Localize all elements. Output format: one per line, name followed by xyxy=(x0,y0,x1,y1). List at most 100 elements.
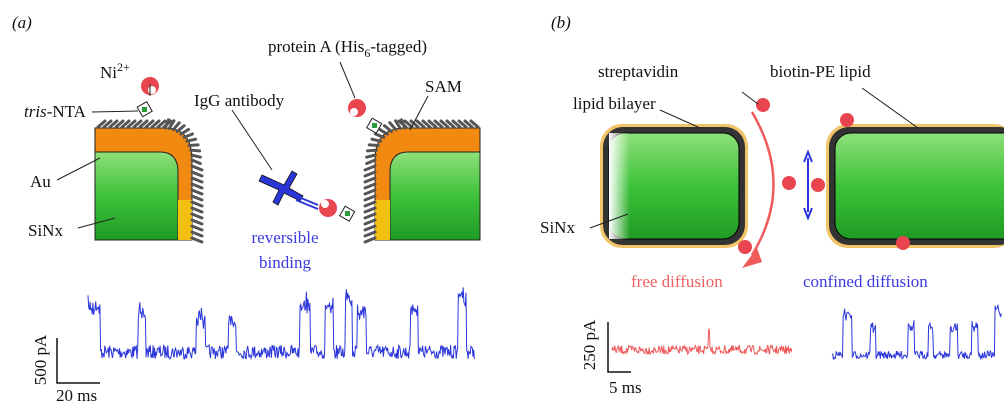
sam-hair xyxy=(365,153,377,159)
sam-hair xyxy=(190,212,204,220)
scale-x-label: 5 ms xyxy=(609,378,642,397)
sam-hair xyxy=(190,230,204,238)
sam-hair xyxy=(451,119,462,129)
sam-hair xyxy=(182,132,194,139)
sam-hair xyxy=(463,119,474,129)
sam-hair xyxy=(156,119,167,129)
trace-line xyxy=(831,304,1002,361)
sam-hair xyxy=(363,176,377,184)
sam-hair xyxy=(373,132,386,139)
sam-hair xyxy=(409,119,420,129)
sam-hair xyxy=(363,230,377,238)
sam-hair xyxy=(132,119,143,129)
protein-icons xyxy=(136,77,383,222)
sam-hair xyxy=(363,200,377,208)
binding-label: binding xyxy=(259,253,311,272)
scale-x-label: 20 ms xyxy=(56,386,97,405)
sam-hair xyxy=(366,148,378,153)
leader xyxy=(861,87,919,129)
sam-label: SAM xyxy=(425,77,462,96)
sam-hair xyxy=(365,158,377,166)
scale-y-label: 500 pA xyxy=(31,334,50,385)
sam-hair xyxy=(120,119,131,129)
sam-hair xyxy=(378,127,389,136)
sam-hair xyxy=(363,164,377,172)
reversible-label: reversible xyxy=(251,228,318,247)
leader xyxy=(409,95,429,131)
free-label: free diffusion xyxy=(631,272,723,291)
sam-hair xyxy=(433,119,444,129)
sam-hair xyxy=(126,119,137,129)
sam-hair xyxy=(190,236,204,244)
sam-hair xyxy=(363,212,377,220)
sam-hair xyxy=(114,119,125,129)
sam-hair xyxy=(445,119,456,129)
sam-hair xyxy=(190,158,202,166)
sam-hair xyxy=(190,170,204,178)
sam-hair xyxy=(144,119,155,129)
panel-label: (b) xyxy=(551,13,571,32)
current-trace xyxy=(611,328,793,356)
sam-hair xyxy=(185,137,198,143)
leader xyxy=(91,110,139,113)
scale-bar xyxy=(607,322,631,373)
sam-hair xyxy=(190,206,204,214)
sam-hair xyxy=(388,121,398,132)
sam-hair xyxy=(363,194,377,202)
his-sub: 6 xyxy=(364,46,370,60)
tris: tris xyxy=(24,102,47,121)
sam-hair xyxy=(163,118,171,130)
ni-sup: 2+ xyxy=(117,60,130,74)
sam-hair xyxy=(403,119,414,129)
trace-line xyxy=(611,328,793,356)
protein-a-label: protein A (His6-tagged) xyxy=(268,37,427,60)
sam-hair xyxy=(363,182,377,190)
sam-hair xyxy=(399,118,407,130)
sam-hair xyxy=(190,194,204,202)
panel-label: (a) xyxy=(12,13,32,32)
leader xyxy=(339,61,356,99)
sam-hair xyxy=(382,124,393,133)
current-trace xyxy=(87,287,475,361)
sam-hair xyxy=(394,119,402,130)
sam-hair xyxy=(179,127,191,136)
protein-a-end: -tagged) xyxy=(370,37,427,56)
sam-hair xyxy=(190,153,202,159)
sam-hair xyxy=(457,119,468,129)
sam-hair xyxy=(363,236,377,244)
sam-hair xyxy=(190,200,204,208)
arrow-head xyxy=(742,248,762,268)
trace-line xyxy=(87,287,475,361)
streptavidin-label: streptavidin xyxy=(598,62,679,81)
scale-y-label: 250 pA xyxy=(580,319,599,370)
sam-hair xyxy=(189,148,202,153)
sam-hair xyxy=(187,143,200,147)
leader xyxy=(56,157,101,181)
sam-hair xyxy=(138,119,149,129)
sam-hair xyxy=(363,206,377,214)
sam-hair xyxy=(190,182,204,190)
sam-hair xyxy=(190,218,204,226)
nta: -NTA xyxy=(47,102,87,121)
scale-bar xyxy=(56,338,100,384)
protein-a: protein A (His xyxy=(268,37,364,56)
confined-label: confined diffusion xyxy=(803,272,928,291)
igg-label: IgG antibody xyxy=(194,91,285,110)
sam-hair xyxy=(108,119,119,129)
sinx-label: SiNx xyxy=(540,218,575,237)
leader xyxy=(589,213,629,229)
pore-left xyxy=(60,118,204,245)
ni-label: Ni2+ xyxy=(100,60,130,82)
sam-hair xyxy=(469,119,480,129)
sam-hair xyxy=(167,119,176,130)
sam-hair xyxy=(363,224,377,232)
tris-nta-label: tris-NTA xyxy=(24,102,87,121)
current-trace xyxy=(831,304,1002,361)
sam-hair xyxy=(370,137,383,143)
leader xyxy=(741,91,759,105)
sam-hair xyxy=(175,124,186,133)
sinx-label: SiNx xyxy=(28,221,63,240)
sam-hair xyxy=(439,119,450,129)
sam-hair xyxy=(190,164,204,172)
sam-hair xyxy=(190,188,204,196)
